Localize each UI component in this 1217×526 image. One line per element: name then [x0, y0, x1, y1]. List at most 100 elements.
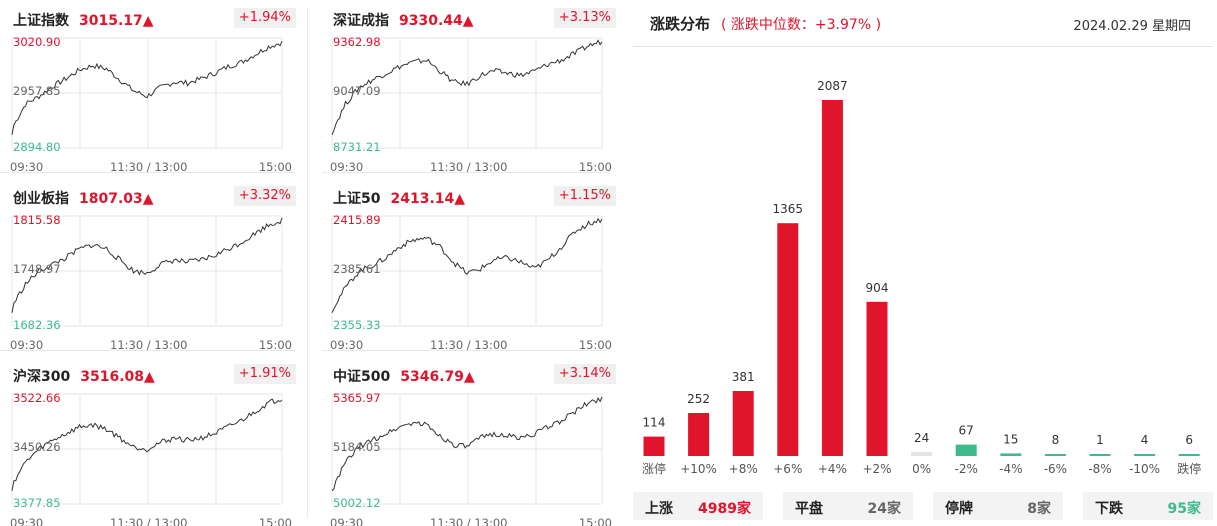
summary-box: 上涨 4989家 [633, 492, 763, 520]
bar-value-label: 904 [866, 281, 889, 295]
bar-value-label: 15 [1003, 432, 1018, 446]
axis-mid-label: 2385.61 [333, 262, 381, 276]
time-start-label: 09:30 [330, 516, 364, 526]
time-mid-label: 11:30 / 13:00 [110, 516, 188, 526]
index-price: 2413.14▲ [390, 191, 466, 207]
distribution-bar[interactable] [1000, 453, 1022, 456]
category-label: +4% [818, 462, 847, 476]
bar-value-label: 381 [732, 370, 755, 384]
category-label: -8% [1088, 462, 1111, 476]
index-intraday-chart [11, 393, 283, 505]
distribution-bar[interactable] [777, 223, 799, 456]
axis-mid-label: 2957.85 [13, 84, 61, 98]
time-mid-label: 11:30 / 13:00 [430, 160, 508, 174]
index-card[interactable]: 深证成指 9330.44▲ +3.13% 9362.98 9047.09 8731.21 0… [330, 8, 620, 180]
distribution-bar[interactable] [1044, 454, 1066, 456]
bar-value-label: 252 [687, 392, 710, 406]
summary-value: 24家 [867, 501, 901, 517]
index-intraday-chart [331, 215, 603, 327]
index-intraday-chart [11, 37, 283, 149]
axis-high-label: 2415.89 [333, 213, 381, 227]
row-divider [322, 350, 607, 351]
distribution-bar[interactable] [688, 413, 710, 456]
distribution-bar[interactable] [643, 436, 665, 456]
row-divider [322, 172, 607, 173]
distribution-bar[interactable] [821, 100, 843, 456]
column-divider [307, 8, 308, 518]
category-label: +8% [729, 462, 758, 476]
index-card[interactable]: 上证指数 3015.17▲ +1.94% 3020.90 2957.85 2894.80 0… [10, 8, 300, 180]
axis-high-label: 5365.97 [333, 391, 381, 405]
category-label: 跌停 [1177, 461, 1201, 476]
index-card[interactable]: 上证50 2413.14▲ +1.15% 2415.89 2385.61 2355.33 0… [330, 186, 620, 358]
index-change-badge: +3.14% [553, 364, 616, 384]
index-change-badge: +1.15% [553, 186, 616, 206]
distribution-bar[interactable] [1089, 454, 1111, 456]
index-intraday-chart [331, 37, 603, 149]
bar-value-label: 1365 [773, 202, 804, 216]
index-price-line [11, 40, 283, 135]
axis-low-label: 8731.21 [333, 140, 381, 154]
index-price-line [331, 39, 603, 135]
title-divider [633, 46, 1213, 47]
category-label: -6% [1044, 462, 1067, 476]
summary-value: 95家 [1167, 501, 1201, 517]
index-price-line [331, 396, 603, 492]
index-price-line [11, 398, 283, 491]
category-label: -2% [955, 462, 978, 476]
distribution-bar[interactable] [911, 451, 933, 456]
category-label: +2% [862, 462, 891, 476]
distribution-title: 涨跌分布 [650, 15, 711, 33]
summary-value: 4989家 [698, 501, 751, 517]
time-start-label: 09:30 [330, 338, 364, 352]
axis-low-label: 2355.33 [333, 318, 381, 332]
bar-value-label: 114 [643, 416, 666, 430]
axis-low-label: 3377.85 [13, 496, 61, 510]
summary-box: 平盘 24家 [783, 492, 913, 520]
distribution-bar[interactable] [732, 391, 754, 456]
index-change-badge: +1.94% [233, 8, 296, 28]
index-intraday-chart [11, 215, 283, 327]
index-change-badge: +3.13% [553, 8, 616, 28]
time-end-label: 15:00 [578, 516, 612, 526]
index-card[interactable]: 沪深300 3516.08▲ +1.91% 3522.66 3450.26 3377.85… [10, 364, 300, 526]
axis-high-label: 1815.58 [13, 213, 61, 227]
index-name: 中证500 5346.79▲ [333, 369, 475, 385]
index-price-line [331, 217, 603, 314]
time-mid-label: 11:30 / 13:00 [110, 160, 188, 174]
distribution-bar[interactable] [1134, 454, 1156, 456]
bar-value-label: 6 [1185, 433, 1193, 447]
axis-low-label: 2894.80 [13, 140, 61, 154]
row-divider [0, 350, 295, 351]
index-price: 3516.08▲ [80, 369, 155, 385]
time-end-label: 15:00 [258, 160, 292, 174]
index-card[interactable]: 中证500 5346.79▲ +3.14% 5365.97 5184.05 5002.12… [330, 364, 620, 526]
distribution-bar[interactable] [866, 301, 888, 456]
index-name: 创业板指 1807.03▲ [13, 191, 154, 207]
distribution-bar[interactable] [1178, 454, 1200, 456]
summary-box: 停牌 8家 [933, 492, 1063, 520]
index-price-line [11, 217, 283, 313]
summary-label: 上涨 [645, 501, 673, 517]
index-change-badge: +1.91% [233, 364, 296, 384]
index-card[interactable]: 创业板指 1807.03▲ +3.32% 1815.58 1748.97 1682.36 0… [10, 186, 300, 358]
time-mid-label: 11:30 / 13:00 [430, 338, 508, 352]
axis-mid-label: 1748.97 [13, 262, 61, 276]
index-name: 上证50 2413.14▲ [333, 191, 466, 207]
time-start-label: 09:30 [10, 516, 44, 526]
time-start-label: 09:30 [10, 160, 44, 174]
bar-value-label: 4 [1141, 433, 1149, 447]
time-end-label: 15:00 [258, 338, 292, 352]
index-price: 9330.44▲ [399, 13, 474, 29]
index-name: 深证成指 9330.44▲ [333, 13, 474, 29]
axis-high-label: 3020.90 [13, 35, 61, 49]
index-intraday-chart [331, 393, 603, 505]
bar-value-label: 1 [1096, 433, 1104, 447]
summary-value: 8家 [1027, 501, 1051, 517]
index-price: 1807.03▲ [79, 191, 154, 207]
time-end-label: 15:00 [578, 338, 612, 352]
summary-label: 平盘 [795, 501, 823, 517]
summary-box: 下跌 95家 [1083, 492, 1213, 520]
bar-value-label: 67 [959, 424, 974, 438]
distribution-bar[interactable] [955, 444, 977, 456]
